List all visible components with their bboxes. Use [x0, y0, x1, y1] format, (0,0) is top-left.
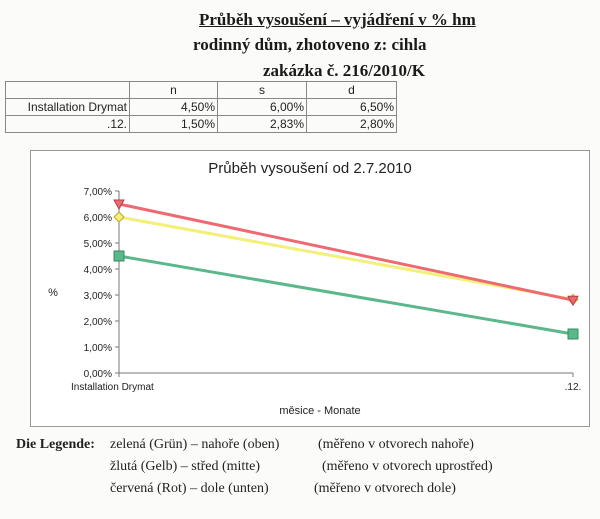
legend-note-yellow: (měřeno v otvorech uprostřed) — [322, 459, 493, 474]
data-point-square — [113, 250, 125, 262]
chart-svg: Průběh vysoušení od 2.7.2010 0,00% 1,00% 2,… — [48, 160, 582, 417]
table-header-row: n s d — [5, 81, 397, 99]
x-tick-label: .12. — [565, 382, 582, 393]
y-tick-label: 1,00% — [84, 343, 112, 354]
data-point-diamond — [113, 211, 125, 223]
table-row: .12. 1,50% 2,83% 2,80% — [5, 115, 397, 133]
legend-note-green: (měřeno v otvorech nahoře) — [318, 437, 474, 452]
table-header — [5, 81, 130, 99]
legend-line-green: zelená (Grün) – nahoře (oben) — [110, 437, 280, 452]
data-point-square — [567, 328, 579, 340]
y-tick-label: 6,00% — [84, 213, 112, 224]
chart: Průběh vysoušení od 2.7.2010 0,00% 1,00% 2,… — [30, 150, 590, 427]
legend-line-yellow: žlutá (Gelb) – střed (mitte) — [110, 459, 261, 474]
table-cell: 4,50% — [129, 98, 218, 116]
y-tick-label: 3,00% — [84, 291, 112, 302]
table-cell: 6,50% — [306, 98, 397, 116]
table-cell: 2,83% — [217, 115, 307, 133]
table-header: n — [129, 81, 218, 99]
document-subtitle: rodinný dům, zhotoveno z: cihla — [193, 35, 427, 54]
x-tick-label: Installation Drymat — [71, 382, 154, 393]
series-line-n — [118, 254, 574, 336]
y-tick-label: 0,00% — [84, 369, 112, 380]
table-cell: 6,00% — [217, 98, 307, 116]
y-tick-label: 4,00% — [84, 265, 112, 276]
table-cell: 2,80% — [306, 115, 397, 133]
table-header: s — [217, 81, 307, 99]
chart-title: Průběh vysoušení od 2.7.2010 — [208, 160, 411, 177]
table-cell: .12. — [5, 115, 130, 133]
table-header: d — [306, 81, 397, 99]
y-axis-label: % — [48, 287, 58, 299]
table-row: Installation Drymat 4,50% 6,00% 6,50% — [5, 98, 397, 116]
legend-note-red: (měřeno v otvorech dole) — [314, 481, 456, 496]
legend-label: Die Legende: — [16, 437, 95, 452]
y-tick-label: 2,00% — [84, 317, 112, 328]
y-tick-label: 5,00% — [84, 239, 112, 250]
table-cell: Installation Drymat — [5, 98, 130, 116]
document-title: Průběh vysoušení – vyjádření v % hm — [199, 10, 476, 29]
table-cell: 1,50% — [129, 115, 218, 133]
order-number: zakázka č. 216/2010/K — [263, 61, 425, 80]
data-table: n s d Installation Drymat 4,50% 6,00% 6,… — [5, 81, 397, 133]
y-tick-label: 7,00% — [84, 187, 112, 198]
data-point-triangle — [113, 199, 125, 211]
data-point-triangle — [567, 295, 579, 307]
x-axis-label: měsice - Monate — [279, 405, 360, 417]
series-line-d — [118, 202, 574, 302]
legend-line-red: červená (Rot) – dole (unten) — [110, 481, 269, 496]
